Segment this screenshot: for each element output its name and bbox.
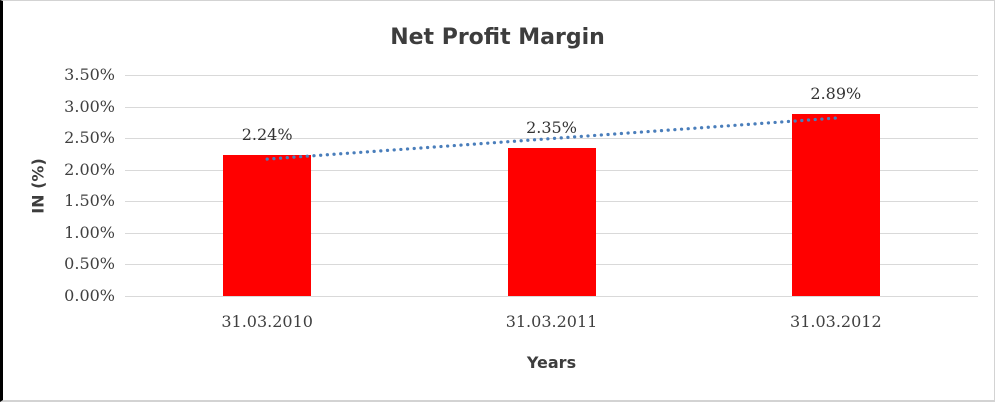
bar [791, 113, 880, 296]
y-tick-label: 1.50% [64, 191, 115, 211]
bar-value-label: 2.24% [241, 124, 293, 144]
x-tick-label: 31.03.2011 [505, 312, 598, 331]
gridline [125, 296, 978, 297]
y-tick-label: 2.00% [64, 159, 115, 179]
y-tick-label: 0.00% [64, 286, 115, 305]
bar [507, 147, 596, 296]
x-axis-title: Years [526, 353, 577, 372]
gridline [125, 106, 978, 108]
x-tick-label: 31.03.2012 [790, 312, 882, 331]
gridline [125, 75, 978, 76]
x-tick-label: 31.03.2010 [221, 312, 313, 331]
y-tick-label: 3.00% [64, 96, 115, 116]
y-tick-label: 3.50% [64, 65, 115, 84]
y-tick-label: 2.50% [64, 128, 115, 148]
bar-value-label: 2.89% [810, 83, 862, 103]
bar-value-label: 2.35% [526, 117, 577, 137]
bar [223, 154, 312, 296]
y-tick-label: 1.00% [64, 222, 115, 242]
chart-title: Net Profit Margin [390, 25, 605, 50]
y-tick-label: 0.50% [64, 254, 115, 274]
